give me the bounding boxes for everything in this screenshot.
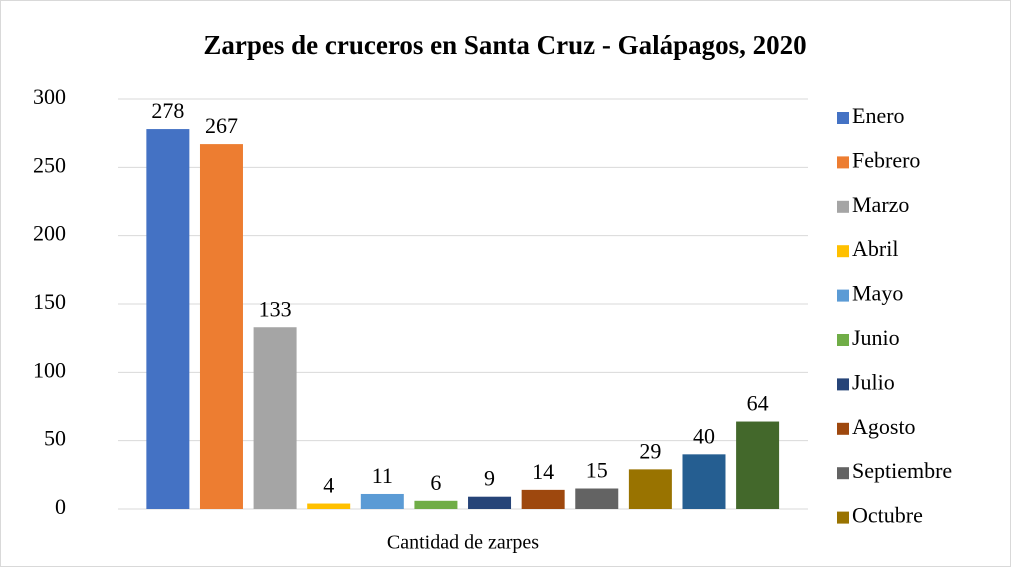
legend-swatch	[837, 334, 849, 346]
x-tick-label: Cantidad de zarpes	[387, 532, 539, 554]
legend-swatch	[837, 156, 849, 169]
legend-swatch	[837, 467, 849, 480]
legend-label: Abril	[852, 236, 898, 261]
data-label: 9	[484, 466, 495, 491]
data-label: 278	[151, 98, 184, 123]
legend-label: Marzo	[852, 192, 909, 217]
chart-title: Zarpes de cruceros en Santa Cruz - Galáp…	[203, 30, 806, 60]
bar	[414, 500, 458, 509]
data-label: 29	[639, 438, 661, 463]
bar	[307, 503, 351, 509]
data-label: 64	[747, 391, 769, 416]
y-tick-label: 0	[55, 494, 66, 519]
y-tick-label: 100	[33, 357, 66, 382]
legend-swatch	[837, 245, 849, 258]
data-label: 14	[532, 459, 554, 484]
data-label: 4	[323, 473, 334, 498]
legend-label: Agosto	[852, 414, 916, 439]
bar	[146, 129, 190, 510]
bar	[468, 496, 512, 509]
data-label: 40	[693, 423, 715, 448]
bar	[360, 493, 404, 509]
legend-swatch	[837, 511, 849, 524]
legend-label: Enero	[852, 103, 905, 128]
y-tick-label: 200	[33, 221, 66, 246]
legend-label: Septiembre	[852, 458, 952, 483]
data-label: 267	[205, 113, 238, 138]
bar	[199, 144, 243, 509]
legend-swatch	[837, 378, 849, 391]
legend-label: Julio	[852, 369, 895, 394]
bar	[628, 469, 672, 509]
bar	[521, 489, 565, 509]
legend-label: Junio	[852, 325, 900, 350]
legend-swatch	[837, 289, 849, 302]
legend-swatch	[837, 422, 849, 435]
data-label: 6	[430, 470, 441, 495]
bar	[575, 488, 619, 509]
y-tick-label: 150	[33, 289, 66, 314]
legend-label: Mayo	[852, 281, 903, 306]
data-label: 133	[259, 296, 292, 321]
bar	[736, 421, 780, 509]
y-tick-label: 300	[33, 84, 66, 109]
legend-label: Febrero	[852, 147, 920, 172]
data-label: 11	[372, 463, 393, 488]
y-tick-label: 50	[44, 426, 66, 451]
legend-swatch	[837, 200, 849, 213]
data-label: 15	[586, 458, 608, 483]
legend-label: Octubre	[852, 503, 923, 528]
y-tick-label: 250	[33, 152, 66, 177]
bar	[253, 327, 297, 509]
legend-swatch	[837, 112, 849, 124]
bar	[682, 454, 726, 509]
